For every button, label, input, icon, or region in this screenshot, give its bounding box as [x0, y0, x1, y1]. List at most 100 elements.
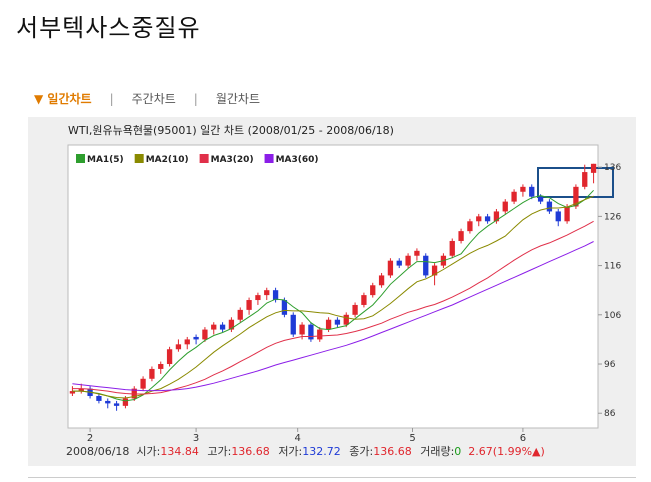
tab[interactable]: ▼ 일간차트: [34, 92, 92, 106]
y-tick-label: 126: [604, 212, 621, 222]
ma-line: [72, 220, 594, 395]
x-tick-label: 3: [193, 433, 199, 444]
candle-body: [370, 285, 376, 296]
candle-body: [352, 304, 358, 315]
candle-body: [175, 344, 182, 350]
candle-body: [520, 186, 526, 192]
ma-line: [72, 241, 594, 392]
legend-swatch: [134, 154, 144, 163]
label: 고가:: [207, 445, 232, 458]
candle-body: [308, 324, 314, 340]
y-tick-label: 136: [604, 163, 621, 173]
candle-body: [158, 364, 164, 369]
candle-body: [414, 250, 420, 256]
candle-body: [317, 329, 323, 340]
candle-body: [202, 329, 208, 340]
tab[interactable]: 월간차트: [215, 92, 261, 106]
candle-body: [281, 300, 288, 315]
y-tick-label: 106: [604, 311, 621, 321]
candle-body: [431, 265, 438, 276]
candle-body: [590, 163, 597, 173]
candle-body: [246, 300, 252, 310]
candle-body: [299, 324, 305, 335]
candle-body: [537, 196, 544, 202]
candle-body: [484, 216, 491, 222]
candle-body: [105, 400, 111, 404]
candle-body: [361, 295, 367, 305]
candle-body: [396, 260, 402, 266]
ma-line: [72, 195, 594, 399]
candle-body: [228, 319, 235, 330]
candle-body: [140, 378, 146, 389]
value: 136.68: [231, 445, 270, 458]
candle-body: [511, 191, 517, 202]
legend-swatch: [76, 154, 85, 163]
tabs: ▼ 일간차트 | 주간차트 | 월간차트: [34, 90, 278, 107]
candle-body: [476, 216, 482, 222]
info-bar: 2008/06/18 시가:134.84 고가:136.68 저가:132.72…: [66, 443, 550, 459]
legend-swatch: [199, 154, 209, 163]
y-tick-label: 96: [604, 360, 616, 370]
y-tick-label: 116: [604, 262, 621, 272]
legend-label: MA2(10): [146, 155, 189, 165]
candle-body: [325, 319, 332, 330]
y-tick-label: 86: [604, 409, 616, 419]
legend-label: MA1(5): [87, 155, 124, 165]
candle-body: [193, 336, 199, 340]
candle-body: [378, 275, 385, 286]
legend-label: MA3(60): [276, 155, 319, 165]
separator: |: [109, 92, 114, 106]
candle-body: [264, 290, 270, 296]
candle-body: [122, 398, 129, 406]
candle-body: [387, 260, 394, 276]
legend-swatch: [264, 154, 274, 163]
candle-body: [555, 211, 561, 222]
label: 거래량:: [420, 445, 455, 458]
candle-body: [467, 221, 473, 232]
value: 134.84: [160, 445, 199, 458]
value: 0: [454, 445, 462, 458]
x-tick-label: 5: [409, 433, 415, 444]
label: 종가:: [349, 445, 374, 458]
value: 136.68: [373, 445, 412, 458]
x-tick-label: 2: [87, 433, 93, 444]
candle-body: [334, 319, 341, 325]
candle-body: [546, 201, 553, 212]
candle-body: [564, 206, 570, 222]
candle-body: [573, 186, 579, 207]
candle-body: [211, 324, 217, 330]
chart-title: WTI,원유뉴욕현물(95001) 일간 차트 (2008/01/25 - 20…: [68, 123, 394, 137]
candle-body: [405, 255, 411, 266]
plot-area: [67, 144, 599, 429]
label: 시가:: [136, 445, 161, 458]
candle-body: [343, 314, 349, 325]
candle-body: [166, 349, 173, 365]
x-tick-label: 4: [294, 433, 300, 444]
x-tick-label: 6: [520, 433, 526, 444]
date: 2008/06/18: [66, 445, 130, 458]
ma-line: [72, 189, 594, 402]
page-title: 서부텍사스중질유: [16, 14, 201, 42]
change: 2.67(1.99%▲): [468, 445, 545, 458]
candle-body: [290, 314, 296, 335]
tab[interactable]: 주간차트: [131, 92, 176, 106]
candle-body: [582, 172, 588, 187]
candle-body: [237, 309, 243, 320]
candle-body: [449, 240, 455, 256]
candle-body: [272, 290, 279, 301]
candle-body: [149, 368, 155, 379]
candle-body: [219, 324, 226, 330]
candle-body: [458, 231, 464, 241]
legend-label: MA3(20): [211, 155, 254, 165]
candle-body: [502, 201, 508, 212]
candle-body: [493, 211, 500, 222]
label: 저가:: [278, 445, 303, 458]
candle-body: [423, 255, 429, 276]
divider: [28, 477, 636, 478]
candle-body: [255, 295, 261, 301]
candle-body: [96, 396, 102, 401]
candle-body: [69, 391, 76, 394]
candle-body: [529, 186, 535, 197]
